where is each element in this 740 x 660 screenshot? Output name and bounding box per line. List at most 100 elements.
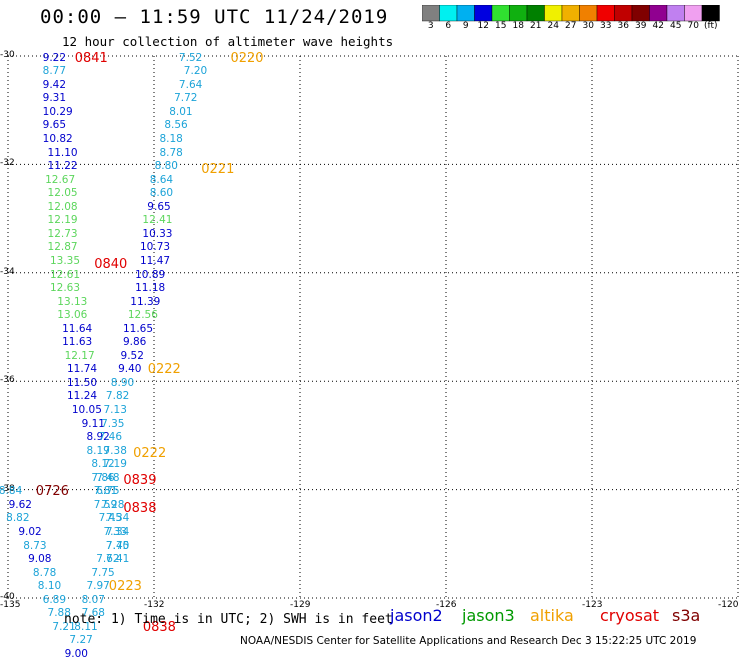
color-scale-label: 70 bbox=[687, 21, 699, 31]
wave-height-reading: 7.13 bbox=[103, 404, 127, 416]
pass-time-label: 0838 bbox=[142, 619, 176, 635]
wave-height-reading: 9.52 bbox=[120, 349, 144, 362]
wave-height-reading: 10.73 bbox=[140, 241, 171, 254]
wave-height-reading: 8.78 bbox=[32, 566, 57, 579]
wave-height-reading: 8.84 bbox=[0, 485, 23, 498]
wave-height-reading: 9.65 bbox=[42, 119, 67, 132]
longitude-label: -126 bbox=[436, 600, 457, 610]
color-scale-label: 12 bbox=[477, 21, 489, 31]
wave-height-reading: 7.28 bbox=[101, 498, 125, 511]
wave-height-reading: 11.74 bbox=[67, 363, 98, 376]
color-scale-bar bbox=[422, 5, 720, 22]
longitude-label: -123 bbox=[582, 600, 603, 610]
wave-height-reading: 7.21 bbox=[52, 620, 76, 633]
wave-height-reading: 12.17 bbox=[64, 349, 95, 362]
color-swatch bbox=[701, 5, 720, 22]
color-scale-label: 42 bbox=[652, 21, 664, 31]
wave-height-reading: 7.45 bbox=[98, 512, 123, 525]
wave-height-reading: 8.19 bbox=[86, 444, 110, 457]
chart-title: 00:00 – 11:59 UTC 11/24/2019 bbox=[40, 6, 389, 28]
wave-height-reading: 12.08 bbox=[47, 200, 78, 213]
wave-height-reading: 7.52 bbox=[178, 51, 203, 64]
pass-time-label: 0839 bbox=[123, 473, 157, 489]
latitude-label: -40 bbox=[0, 592, 15, 602]
wave-height-reading: 8.56 bbox=[164, 119, 188, 132]
wave-height-reading: 7.70 bbox=[105, 539, 130, 552]
wave-height-reading: 12.41 bbox=[142, 214, 173, 227]
wave-height-reading: 13.35 bbox=[49, 254, 81, 267]
wave-height-reading: 7.68 bbox=[81, 607, 105, 620]
wave-height-reading: 8.90 bbox=[110, 376, 135, 389]
wave-height-reading: 7.97 bbox=[86, 580, 110, 593]
wave-height-reading: 12.87 bbox=[47, 241, 78, 254]
footer-credit: NOAA/NESDIS Center for Satellite Applica… bbox=[240, 635, 697, 647]
wave-height-reading: 7.59 bbox=[93, 498, 118, 511]
wave-height-reading: 7.41 bbox=[105, 553, 130, 566]
wave-height-reading: 12.63 bbox=[49, 282, 81, 295]
wave-height-reading: 7.64 bbox=[178, 78, 203, 91]
color-scale-label: 27 bbox=[565, 21, 577, 31]
wave-height-reading: 7.38 bbox=[103, 444, 127, 457]
legend-item-altika: altika bbox=[530, 606, 574, 625]
wave-height-reading: 11.50 bbox=[67, 376, 98, 389]
pass-time-label: 0726 bbox=[35, 484, 69, 500]
wave-height-reading: 7.20 bbox=[183, 65, 208, 78]
legend-item-jason3: jason3 bbox=[462, 606, 515, 625]
pass-time-label: 0221 bbox=[201, 161, 235, 177]
wave-height-reading: 12.67 bbox=[45, 173, 76, 186]
wave-height-reading: 7.88 bbox=[47, 607, 71, 620]
wave-height-reading: 8.80 bbox=[154, 160, 178, 173]
wave-height-reading: 7.72 bbox=[174, 92, 198, 105]
wave-height-reading: 6.89 bbox=[42, 593, 67, 606]
wave-height-reading: 11.39 bbox=[130, 295, 161, 308]
wave-height-reading: 9.31 bbox=[42, 92, 67, 105]
latitude-label: -32 bbox=[0, 158, 15, 169]
wave-height-reading: 11.18 bbox=[135, 282, 166, 295]
wave-height-reading: 10.29 bbox=[42, 105, 73, 118]
wave-height-reading: 7.48 bbox=[96, 471, 120, 484]
color-scale-label: 15 bbox=[495, 21, 507, 31]
wave-height-reading: 13.13 bbox=[57, 295, 88, 308]
wave-height-reading: 11.22 bbox=[47, 160, 78, 173]
wave-height-reading: 7.35 bbox=[101, 417, 125, 430]
wave-height-reading: 9.65 bbox=[147, 200, 171, 213]
wave-height-reading: 12.61 bbox=[49, 268, 81, 281]
legend-item-jason2: jason2 bbox=[390, 606, 443, 625]
latitude-label: -38 bbox=[0, 483, 15, 494]
wave-height-reading: 7.75 bbox=[91, 566, 115, 579]
wave-height-reading: 8.07 bbox=[81, 593, 105, 606]
color-scale-label: 18 bbox=[512, 21, 524, 31]
color-scale-label: 9 bbox=[462, 21, 469, 31]
pass-time-label: 0838 bbox=[123, 500, 157, 516]
chart-subtitle: 12 hour collection of altimeter wave hei… bbox=[62, 34, 394, 49]
color-scale-label: 21 bbox=[530, 21, 542, 31]
wave-height-reading: 8.92 bbox=[86, 431, 110, 444]
wave-height-reading: 12.05 bbox=[47, 187, 78, 200]
wave-height-reading: 10.82 bbox=[42, 133, 73, 145]
longitude-label: -120 bbox=[718, 600, 739, 610]
wave-height-reading: 8.60 bbox=[149, 187, 174, 200]
legend-item-cryosat: cryosat bbox=[600, 606, 660, 625]
wave-height-reading: 7.34 bbox=[105, 525, 130, 538]
wave-height-reading: 10.05 bbox=[71, 404, 102, 416]
units-note: note: 1) Time is in UTC; 2) SWH is in fe… bbox=[64, 612, 393, 627]
wave-height-reading: 8.64 bbox=[149, 173, 174, 186]
wave-height-reading: 8.82 bbox=[6, 512, 30, 525]
wave-height-reading: 11.24 bbox=[67, 390, 98, 403]
color-scale-label: (ft) bbox=[703, 21, 718, 31]
wave-height-reading: 11.47 bbox=[140, 254, 171, 267]
color-scale-label: 45 bbox=[670, 21, 682, 31]
longitude-label: -135 bbox=[0, 600, 21, 610]
wave-height-reading: 9.40 bbox=[118, 363, 142, 376]
wave-height-reading: 11.64 bbox=[62, 322, 93, 335]
wave-height-reading: 7.34 bbox=[105, 512, 130, 525]
wave-height-reading: 7.62 bbox=[96, 553, 120, 566]
wave-height-reading: 7.27 bbox=[69, 634, 93, 647]
wave-height-reading: 10.89 bbox=[135, 268, 166, 281]
color-scale-label: 24 bbox=[547, 21, 559, 31]
wave-height-reading: 7.82 bbox=[105, 390, 130, 403]
pass-time-label: 0220 bbox=[230, 50, 264, 66]
wave-height-reading: 7.46 bbox=[98, 431, 123, 444]
wave-height-reading: 9.22 bbox=[42, 51, 67, 64]
